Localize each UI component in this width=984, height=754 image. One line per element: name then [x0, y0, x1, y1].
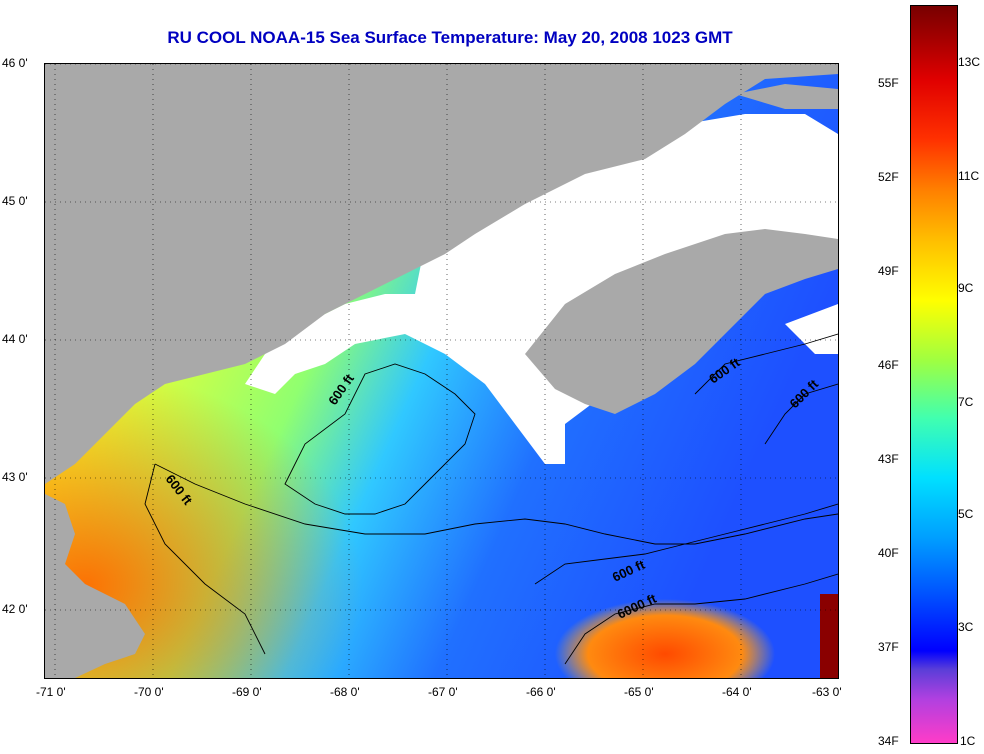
- sst-map-canvas: 600 ft 600 ft 600 ft 600 ft 600 ft 6000 …: [45, 64, 838, 678]
- land-cape-cod: [45, 494, 145, 678]
- warm-water-gulf-stream: [555, 599, 775, 678]
- lat-label-46: 46 0': [2, 56, 28, 70]
- graticule: [45, 64, 838, 678]
- lon-label-63: -63 0': [812, 685, 842, 699]
- lat-label-45: 45 0': [2, 194, 28, 208]
- lon-label-67: -67 0': [428, 685, 458, 699]
- cloud-patch-east: [785, 304, 838, 354]
- lon-label-68: -68 0': [330, 685, 360, 699]
- colorbar-f-43: 43F: [878, 452, 899, 466]
- colorbar-f-40: 40F: [878, 546, 899, 560]
- colorbar-c-9: 9C: [958, 281, 974, 295]
- colorbar-c-11: 11C: [958, 169, 980, 183]
- colorbar-f-55: 55F: [878, 76, 899, 90]
- temperature-colorbar: [910, 5, 958, 744]
- lat-label-43: 43 0': [2, 470, 28, 484]
- colorbar-f-52: 52F: [878, 170, 899, 184]
- lat-label-44: 44 0': [2, 332, 28, 346]
- sst-map: 600 ft 600 ft 600 ft 600 ft 600 ft 6000 …: [44, 63, 839, 679]
- colorbar-f-46: 46F: [878, 358, 899, 372]
- lon-label-66: -66 0': [526, 685, 556, 699]
- lon-label-69: -69 0': [232, 685, 262, 699]
- colorbar-c-5: 5C: [958, 507, 974, 521]
- colorbar-c-7: 7C: [958, 395, 974, 409]
- lon-label-71: -71 0': [36, 685, 66, 699]
- land-maine: [45, 64, 838, 484]
- lat-label-42: 42 0': [2, 602, 28, 616]
- cloud-cover: [245, 114, 838, 464]
- colorbar-f-37: 37F: [878, 640, 899, 654]
- land-pei: [735, 84, 838, 109]
- map-title: RU COOL NOAA-15 Sea Surface Temperature:…: [167, 28, 733, 47]
- colorbar-c-13: 13C: [958, 55, 981, 69]
- colorbar-c-1: 1C: [960, 734, 976, 748]
- lon-label-70: -70 0': [134, 685, 164, 699]
- colorbar-f-49: 49F: [878, 264, 899, 278]
- hot-spot-southeast: [820, 594, 838, 678]
- colorbar-f-34: 34F: [878, 734, 899, 748]
- lon-label-65: -65 0': [624, 685, 654, 699]
- bathymetry-contours: [144, 333, 838, 665]
- lon-label-64: -64 0': [722, 685, 752, 699]
- land-nova-scotia: [525, 229, 838, 414]
- colorbar-c-3: 3C: [958, 620, 974, 634]
